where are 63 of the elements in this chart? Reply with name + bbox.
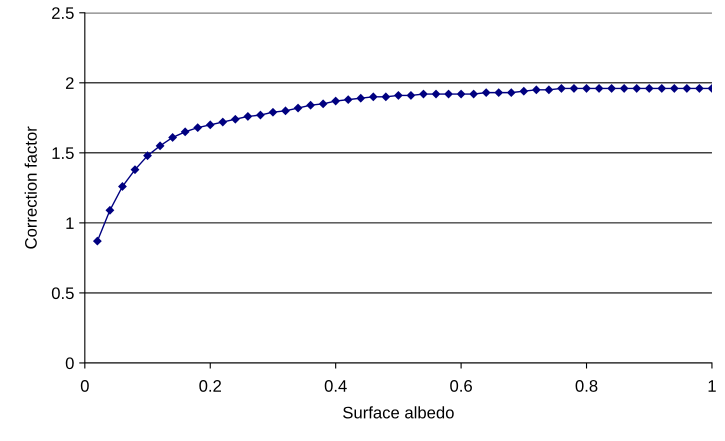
point (344, 95, 352, 104)
point (156, 142, 164, 150)
point (670, 84, 678, 93)
x-tick-label: 0 (80, 380, 89, 392)
y-tick-label: 2.5 (52, 7, 74, 19)
x-tick-label: 0.4 (324, 380, 347, 392)
point (256, 110, 265, 120)
point (268, 108, 278, 116)
x-tick-label: 0.8 (576, 380, 598, 392)
point (356, 94, 365, 102)
point (406, 91, 416, 100)
point (432, 90, 440, 98)
point (106, 206, 114, 214)
point (394, 91, 403, 100)
point (118, 182, 127, 191)
point (695, 84, 704, 93)
point (494, 88, 503, 97)
point (281, 106, 290, 115)
y-tick-label: 2 (66, 77, 74, 89)
point (419, 90, 428, 98)
point (194, 124, 202, 132)
y-tick-label: 0.5 (52, 287, 74, 300)
point (130, 166, 140, 174)
point (244, 112, 252, 121)
point (620, 84, 628, 93)
point (181, 128, 190, 136)
point (319, 100, 328, 108)
point (482, 88, 490, 97)
point (168, 133, 177, 142)
point (594, 84, 604, 93)
x-tick-label: 0.2 (199, 380, 221, 392)
point (682, 84, 691, 93)
point (294, 104, 302, 112)
point (231, 115, 240, 124)
point (332, 96, 340, 106)
y-axis-title: Correction factor (24, 126, 37, 249)
x-axis-title: Surface albedo (343, 406, 454, 418)
point (582, 84, 591, 93)
x-tick-label: 0.6 (450, 380, 472, 392)
x-tick-label: 1 (708, 380, 716, 392)
point (93, 236, 102, 246)
point (218, 118, 227, 126)
point (570, 84, 578, 93)
point (520, 87, 528, 96)
y-tick-label: 0 (66, 357, 74, 370)
point (607, 84, 616, 93)
point (632, 84, 641, 93)
point (143, 152, 152, 160)
y-tick-label: 1 (66, 217, 74, 229)
point (544, 86, 554, 94)
point (532, 86, 540, 94)
point (470, 90, 478, 98)
point (206, 120, 214, 129)
point (507, 88, 516, 97)
y-tick-label: 1.5 (52, 147, 74, 160)
point (645, 84, 654, 93)
point (456, 90, 466, 98)
point (306, 101, 315, 110)
point (658, 84, 666, 93)
point (369, 92, 378, 101)
point (382, 92, 390, 101)
point (557, 84, 566, 93)
point (444, 90, 453, 98)
